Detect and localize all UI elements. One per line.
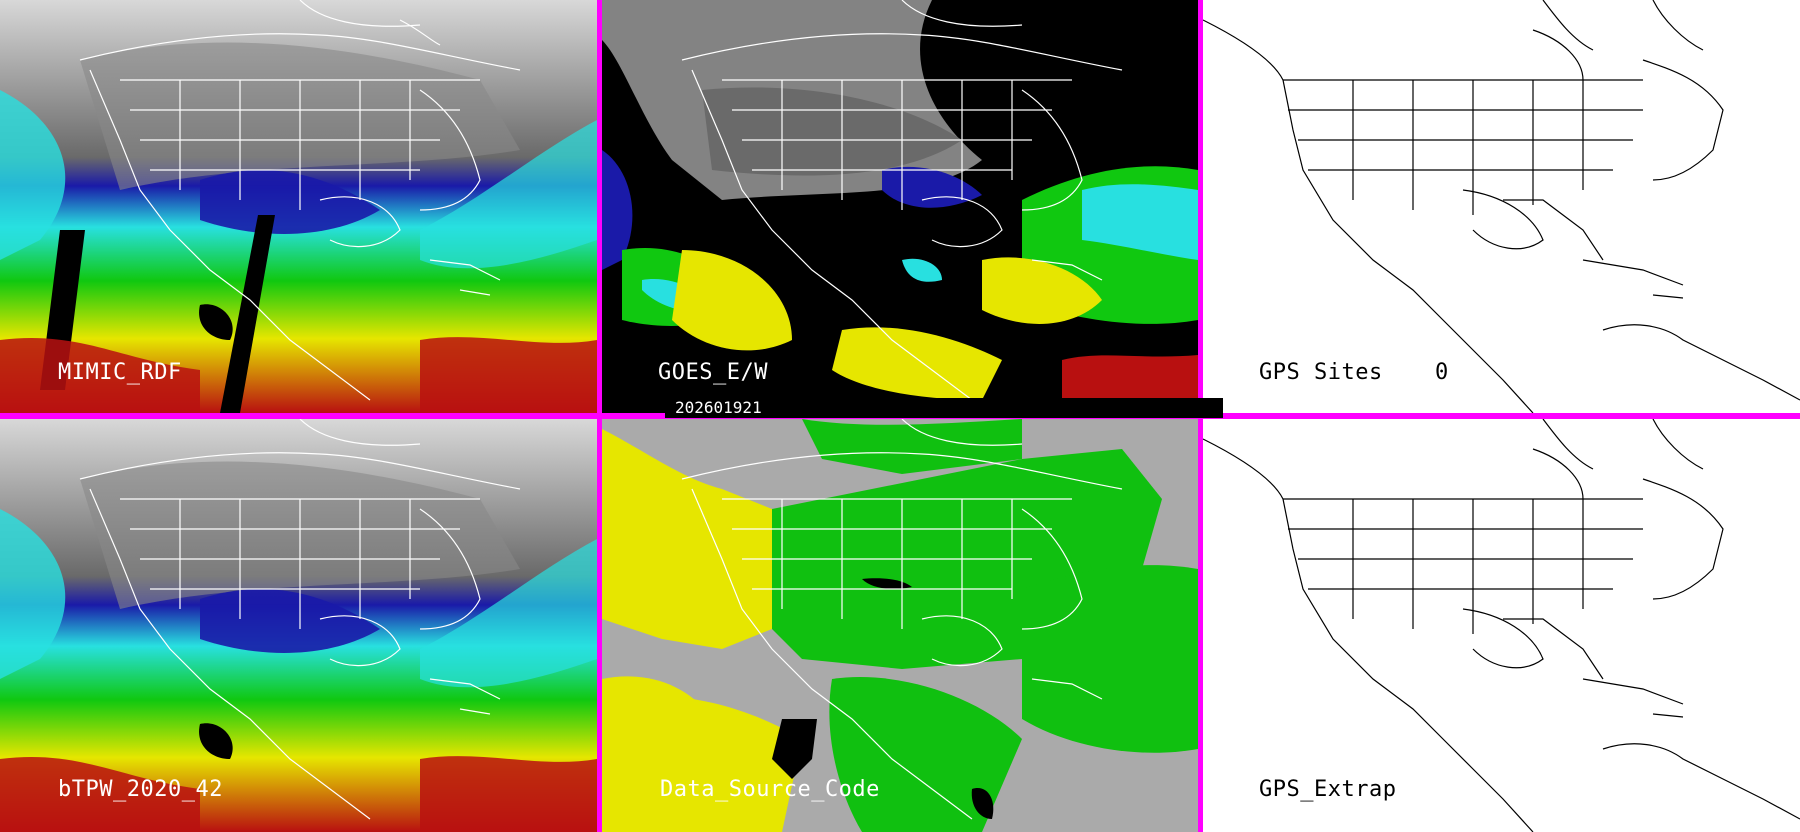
btpw-panel[interactable]: bTPW_2020_42: [0, 419, 597, 832]
gps-extrap-map: [1203, 419, 1800, 832]
panel-label: MIMIC_RDF: [58, 360, 182, 385]
gps-sites-panel[interactable]: GPS Sites 0: [1203, 0, 1800, 413]
panel-label: bTPW_2020_42: [58, 777, 223, 802]
goes-ew-map: [602, 0, 1198, 413]
data-source-code-panel[interactable]: Data_Source_Code: [602, 419, 1198, 832]
gps-site-count: 0: [1435, 360, 1449, 385]
mimic-rdf-map: [0, 0, 597, 413]
panel-label: GPS Sites: [1259, 360, 1383, 385]
panel-label: GOES_E/W: [658, 360, 768, 385]
btpw-map: [0, 419, 597, 832]
gps-extrap-panel[interactable]: GPS_Extrap: [1203, 419, 1800, 832]
panel-label: Data_Source_Code: [660, 777, 880, 802]
mimic-rdf-panel[interactable]: MIMIC_RDF: [0, 0, 597, 413]
timestamp-bar: 202601921: [665, 398, 1223, 418]
data-source-code-map: [602, 419, 1198, 832]
goes-ew-panel[interactable]: GOES_E/W: [602, 0, 1198, 413]
panel-label: GPS_Extrap: [1259, 777, 1397, 802]
gps-sites-map: [1203, 0, 1800, 413]
